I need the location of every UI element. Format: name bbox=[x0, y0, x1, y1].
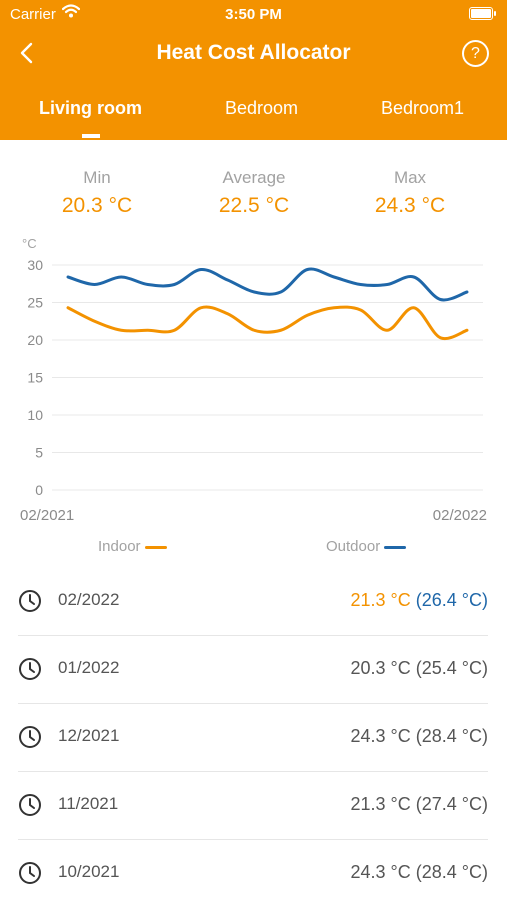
tab-bedroom1[interactable]: Bedroom1 bbox=[381, 98, 465, 118]
status-bar: Carrier 3:50 PM bbox=[0, 0, 507, 28]
x-axis-start-label: 02/2021 bbox=[20, 507, 74, 524]
history-date: 01/2022 bbox=[58, 658, 120, 677]
tab-bedroom[interactable]: Bedroom bbox=[225, 98, 299, 118]
stat-average: Average 22.5 °C bbox=[184, 168, 324, 218]
app-header: Carrier 3:50 PM Heat Cost Allocator ? Li… bbox=[0, 0, 507, 140]
legend-outdoor-swatch bbox=[384, 545, 407, 549]
legend-indoor-swatch bbox=[144, 545, 167, 549]
stat-average-label: Average bbox=[222, 168, 286, 187]
y-tick-label: 0 bbox=[35, 482, 43, 498]
outdoor-temp: (27.4 °C) bbox=[415, 794, 488, 814]
list-item[interactable]: 01/2022 20.3 °C (25.4 °C) bbox=[18, 636, 488, 704]
nav-bar: Heat Cost Allocator ? bbox=[0, 28, 507, 78]
history-temps: 20.3 °C (25.4 °C) bbox=[351, 658, 488, 679]
series-line-outdoor bbox=[66, 267, 469, 302]
list-item[interactable]: 02/2022 21.3 °C (26.4 °C) bbox=[18, 568, 488, 636]
history-date: 11/2021 bbox=[58, 794, 119, 813]
outdoor-temp: (25.4 °C) bbox=[415, 658, 488, 678]
help-icon[interactable]: ? bbox=[462, 40, 489, 67]
y-tick-label: 15 bbox=[27, 370, 43, 386]
y-tick-label: 20 bbox=[27, 332, 43, 348]
stat-max: Max 24.3 °C bbox=[340, 168, 480, 218]
clock-icon bbox=[19, 794, 41, 816]
battery-icon bbox=[469, 7, 496, 20]
list-item[interactable]: 12/2021 24.3 °C (28.4 °C) bbox=[18, 704, 488, 772]
history-date: 10/2021 bbox=[58, 862, 120, 881]
legend-indoor-label: Indoor bbox=[98, 538, 141, 555]
temperature-chart: °C 0 5 10 15 20 25 30 02/2021 02/2022 bbox=[20, 236, 487, 524]
history-date: 02/2022 bbox=[58, 590, 120, 609]
page-title: Heat Cost Allocator bbox=[156, 41, 351, 64]
stat-average-value: 22.5 °C bbox=[218, 194, 290, 217]
stat-min-value: 20.3 °C bbox=[61, 194, 133, 217]
y-tick-label: 30 bbox=[27, 257, 43, 273]
y-tick-label: 5 bbox=[35, 445, 43, 461]
history-temps: 24.3 °C (28.4 °C) bbox=[351, 862, 488, 883]
status-time: 3:50 PM bbox=[225, 6, 282, 23]
clock-icon bbox=[19, 590, 41, 612]
indoor-temp: 24.3 °C bbox=[350, 726, 411, 746]
y-tick-label: 25 bbox=[27, 295, 43, 311]
stat-max-value: 24.3 °C bbox=[374, 194, 446, 217]
chart-unit-label: °C bbox=[22, 236, 37, 251]
outdoor-temp: (26.4 °C) bbox=[415, 590, 488, 610]
outdoor-temp: (28.4 °C) bbox=[415, 726, 488, 746]
active-tab-indicator bbox=[82, 134, 100, 138]
stat-min: Min 20.3 °C bbox=[27, 168, 167, 218]
tab-living-room[interactable]: Living room bbox=[39, 98, 142, 118]
carrier-label: Carrier bbox=[10, 6, 56, 23]
legend-outdoor: Outdoor bbox=[326, 538, 407, 555]
list-item[interactable]: 10/2021 24.3 °C (28.4 °C) bbox=[18, 840, 488, 907]
room-tabs: Living room Bedroom Bedroom1 bbox=[0, 80, 507, 140]
history-temps: 21.3 °C (27.4 °C) bbox=[351, 794, 488, 815]
history-temps: 21.3 °C (26.4 °C) bbox=[351, 590, 488, 611]
list-item[interactable]: 11/2021 21.3 °C (27.4 °C) bbox=[18, 772, 488, 840]
y-tick-label: 10 bbox=[27, 407, 43, 423]
wifi-icon bbox=[62, 4, 80, 18]
indoor-temp: 20.3 °C bbox=[350, 658, 411, 678]
outdoor-temp: (28.4 °C) bbox=[415, 862, 488, 882]
series-line-indoor bbox=[66, 305, 469, 341]
history-temps: 24.3 °C (28.4 °C) bbox=[351, 726, 488, 747]
stats-summary: Min 20.3 °C Average 22.5 °C Max 24.3 °C bbox=[0, 168, 507, 228]
history-list: 02/2022 21.3 °C (26.4 °C) 01/2022 20.3 °… bbox=[18, 568, 488, 907]
back-chevron-icon[interactable] bbox=[14, 40, 40, 66]
history-date: 12/2021 bbox=[58, 726, 120, 745]
x-axis-end-label: 02/2022 bbox=[433, 507, 487, 524]
indoor-temp: 24.3 °C bbox=[350, 862, 411, 882]
stat-min-label: Min bbox=[83, 168, 111, 187]
legend-outdoor-label: Outdoor bbox=[326, 538, 381, 555]
clock-icon bbox=[19, 862, 41, 884]
clock-icon bbox=[19, 658, 41, 680]
legend-indoor: Indoor bbox=[98, 538, 167, 555]
clock-icon bbox=[19, 726, 41, 748]
stat-max-label: Max bbox=[393, 168, 427, 187]
indoor-temp: 21.3 °C bbox=[350, 794, 411, 814]
indoor-temp: 21.3 °C bbox=[350, 590, 411, 610]
